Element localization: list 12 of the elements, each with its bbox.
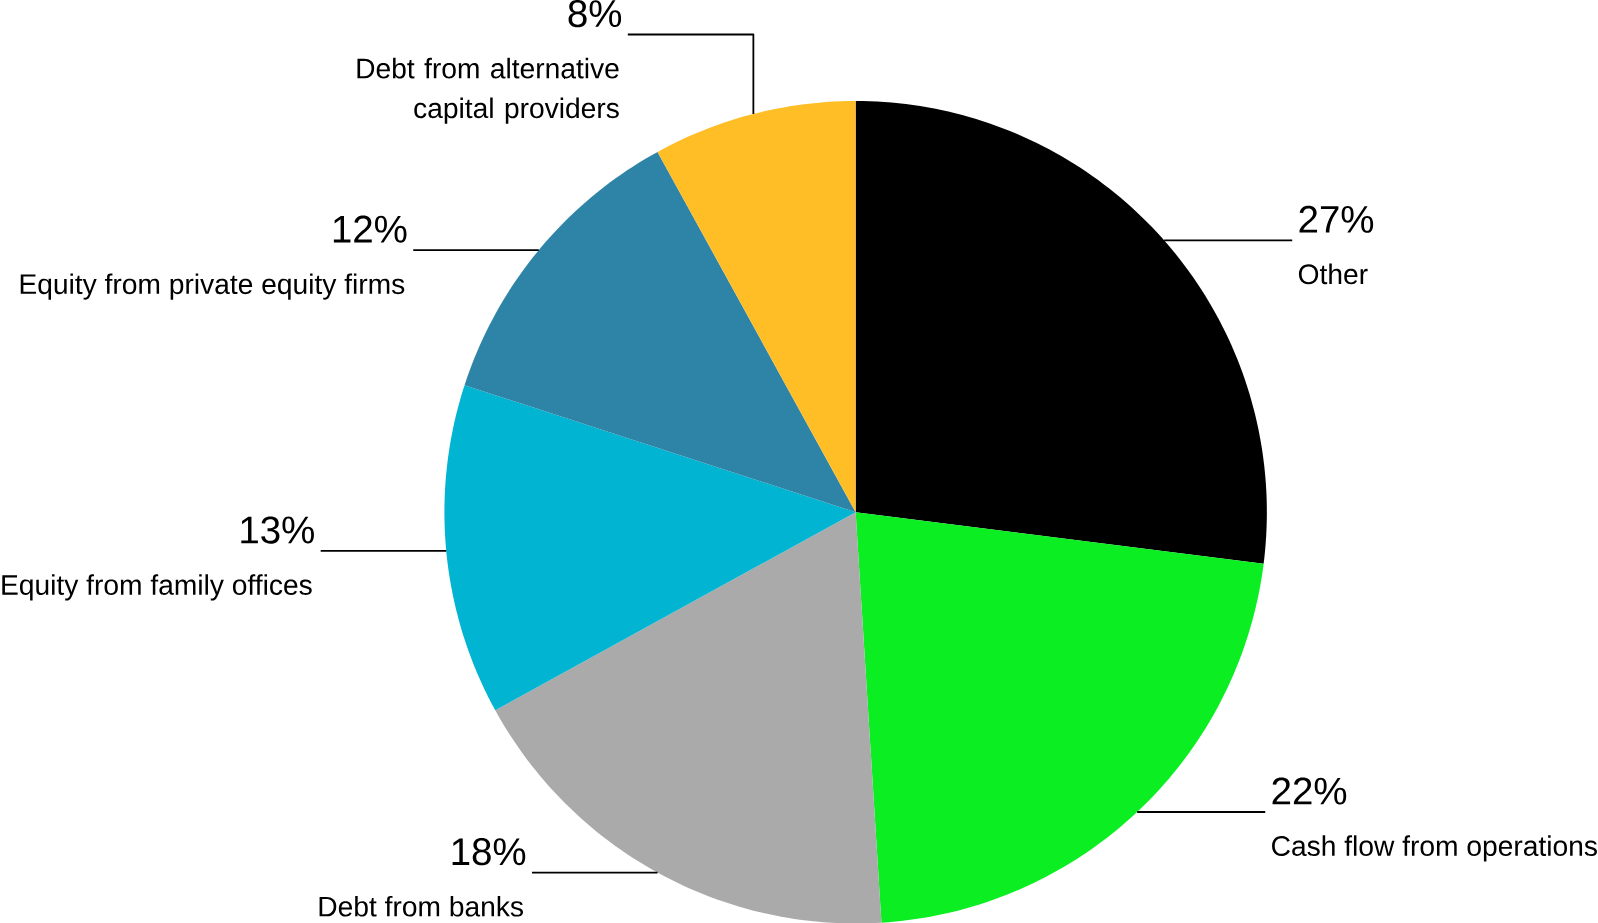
- slice-label: Debt from alternative capital providers: [357, 57, 619, 124]
- slice-label: Cash flow from operations: [1272, 835, 1597, 862]
- data-label: 8%: [568, 0, 622, 27]
- slice-label: Equity from family offices: [2, 574, 312, 601]
- data-label: 27%: [1299, 205, 1374, 233]
- data-label: 13%: [241, 516, 314, 544]
- slice-label: Other: [1298, 263, 1368, 285]
- data-label: 12%: [333, 215, 407, 243]
- slice-label: Debt from banks: [319, 895, 523, 917]
- data-label: 18%: [452, 837, 526, 866]
- slice-label: Equity from private equity firms: [20, 273, 405, 300]
- data-label: 22%: [1272, 777, 1347, 805]
